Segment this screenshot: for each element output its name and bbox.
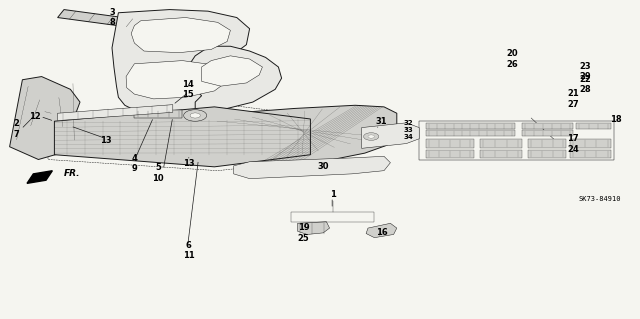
Circle shape [368, 135, 374, 138]
Polygon shape [426, 123, 515, 129]
Text: 17
24: 17 24 [567, 135, 579, 154]
Text: 14
15: 14 15 [182, 80, 193, 99]
Polygon shape [126, 61, 227, 99]
Polygon shape [570, 139, 611, 148]
Text: 18: 18 [611, 115, 622, 124]
Text: 13: 13 [183, 159, 195, 168]
Text: 31: 31 [375, 117, 387, 126]
Text: 5
10: 5 10 [152, 163, 164, 182]
Text: 30: 30 [317, 162, 329, 171]
Polygon shape [192, 105, 397, 164]
Text: 1: 1 [330, 190, 336, 199]
Polygon shape [570, 150, 611, 158]
Polygon shape [298, 222, 330, 234]
Text: 32
33
34: 32 33 34 [403, 120, 413, 139]
Text: 22
28: 22 28 [580, 75, 591, 94]
Polygon shape [528, 150, 566, 158]
Polygon shape [134, 110, 182, 118]
Polygon shape [362, 123, 419, 148]
Text: 13: 13 [100, 137, 111, 145]
Polygon shape [58, 105, 173, 121]
Polygon shape [522, 123, 573, 129]
Polygon shape [202, 56, 262, 86]
Circle shape [364, 133, 379, 140]
Polygon shape [131, 18, 230, 53]
Polygon shape [480, 150, 522, 158]
Polygon shape [112, 10, 250, 115]
Polygon shape [426, 139, 474, 148]
Polygon shape [58, 10, 182, 33]
Text: 2
7: 2 7 [13, 120, 19, 139]
Text: 21
27: 21 27 [567, 89, 579, 108]
Polygon shape [426, 150, 474, 158]
Polygon shape [480, 139, 522, 148]
Text: FR.: FR. [64, 169, 81, 178]
Text: 20
26: 20 26 [506, 49, 518, 69]
Polygon shape [189, 46, 282, 115]
Polygon shape [576, 123, 611, 129]
Polygon shape [10, 77, 80, 160]
Polygon shape [366, 223, 397, 238]
Polygon shape [528, 139, 566, 148]
Text: SK73-84910: SK73-84910 [579, 197, 621, 202]
Polygon shape [522, 130, 573, 136]
Text: 16: 16 [376, 228, 387, 237]
Circle shape [190, 113, 200, 118]
Text: 19
25: 19 25 [298, 223, 309, 242]
Polygon shape [27, 171, 52, 183]
Text: 3
8: 3 8 [109, 8, 115, 27]
Text: 23
29: 23 29 [580, 62, 591, 81]
Text: 12: 12 [29, 112, 41, 121]
Polygon shape [234, 156, 390, 179]
Circle shape [184, 110, 207, 121]
Text: 4
9: 4 9 [131, 154, 138, 173]
Polygon shape [54, 107, 310, 167]
Polygon shape [426, 130, 515, 136]
Text: 6
11: 6 11 [183, 241, 195, 260]
